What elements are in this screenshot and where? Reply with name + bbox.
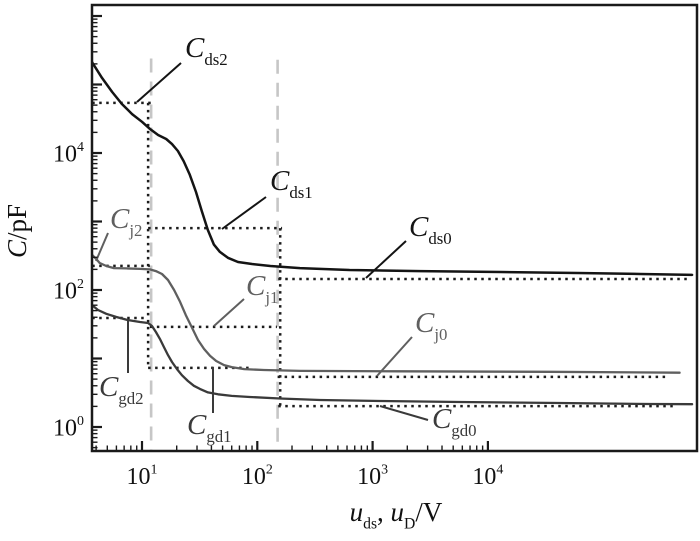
pointer-line-C_j0 — [376, 336, 413, 377]
pointer-line-C_j2 — [95, 232, 109, 262]
label-C_ds2-part: C — [185, 32, 205, 64]
x-tick-label: 101 — [127, 462, 158, 490]
curve-C_j — [93, 254, 681, 374]
pointer-line-C_ds1 — [221, 196, 267, 230]
label-C_gd2-part: C — [99, 371, 119, 403]
x-axis-title-part: /V — [415, 497, 443, 527]
x-axis-title-part: , — [377, 497, 391, 527]
x-axis-title-part: u — [391, 497, 405, 527]
y-tick-label-part: 4 — [77, 140, 84, 155]
y-tick-label-part: 10 — [53, 416, 77, 442]
x-axis-title: uds, uD/V — [350, 497, 443, 533]
label-C_j2: Cj2 — [110, 203, 142, 240]
x-axis-title-part: D — [404, 516, 415, 533]
label-C_j1-part: C — [246, 270, 266, 302]
x-axis-title-part: ds — [363, 516, 377, 533]
y-tick-label-part: 0 — [77, 414, 84, 429]
label-C_gd1: Cgd1 — [187, 409, 232, 446]
label-C_gd1-part: gd1 — [206, 427, 231, 446]
label-C_j1: Cj1 — [246, 270, 278, 307]
label-C_j2-part: j2 — [128, 221, 142, 240]
x-tick-label-part: 10 — [357, 464, 381, 490]
plot-area — [93, 58, 694, 450]
x-tick-label-part: 2 — [266, 462, 273, 477]
label-C_ds0-part: ds0 — [428, 229, 451, 248]
label-C_gd1-part: C — [187, 409, 207, 441]
pointer-line-C_ds0 — [365, 240, 407, 279]
x-tick-label-part: 10 — [127, 464, 151, 490]
pointer-line-C_gd0 — [379, 405, 429, 421]
y-tick-label: 100 — [53, 414, 84, 442]
x-tick-label-part: 3 — [381, 462, 388, 477]
y-tick-label-part: 10 — [53, 279, 77, 305]
label-C_j0-part: C — [415, 307, 435, 339]
y-axis-title: C/pF — [2, 204, 32, 258]
curve-C_gd — [93, 304, 694, 406]
label-C_ds0: Cds0 — [409, 211, 452, 248]
label-C_j0-part: j0 — [433, 325, 447, 344]
label-C_gd2: Cgd2 — [99, 371, 144, 408]
y-axis-title-part: /pF — [2, 204, 32, 240]
label-C_ds2: Cds2 — [185, 32, 228, 69]
label-C_ds1-part: C — [270, 165, 290, 197]
label-C_gd0-part: C — [432, 403, 452, 435]
y-tick-label-part: 10 — [53, 142, 77, 168]
label-C_ds2-part: ds2 — [204, 50, 227, 69]
x-tick-label-part: 1 — [151, 462, 158, 477]
label-C_gd2-part: gd2 — [118, 389, 143, 408]
label-C_gd0-part: gd0 — [451, 421, 476, 440]
x-tick-label-part: 10 — [472, 464, 496, 490]
x-tick-label-part: 10 — [242, 464, 266, 490]
label-C_j2-part: C — [110, 203, 130, 235]
x-tick-label: 103 — [357, 462, 388, 490]
label-C_j1-part: j1 — [264, 288, 278, 307]
y-tick-label: 104 — [53, 140, 84, 168]
label-C_ds1: Cds1 — [270, 165, 313, 202]
x-tick-label: 102 — [242, 462, 273, 490]
pointer-line-C_j1 — [213, 298, 245, 327]
label-C_j0: Cj0 — [415, 307, 447, 344]
y-tick-label: 102 — [53, 277, 84, 305]
label-C_ds1-part: ds1 — [289, 183, 312, 202]
x-tick-label: 104 — [472, 462, 503, 490]
pointer-line-C_ds2 — [136, 62, 182, 103]
label-C_ds0-part: C — [409, 211, 429, 243]
y-axis-title-part: C — [2, 239, 32, 258]
label-C_gd0: Cgd0 — [432, 403, 477, 440]
y-tick-label-part: 2 — [77, 277, 84, 292]
x-axis-title-part: u — [350, 497, 364, 527]
x-tick-label-part: 4 — [496, 462, 503, 477]
